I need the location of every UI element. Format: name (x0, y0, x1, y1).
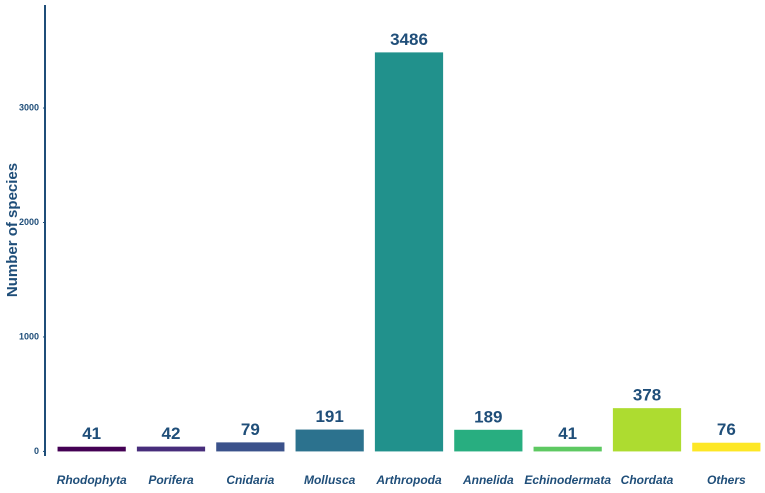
y-axis-title: Number of species (4, 163, 21, 297)
x-tick-label: Chordata (621, 473, 674, 487)
x-tick-label: Others (707, 473, 746, 487)
value-label: 41 (82, 424, 101, 443)
value-label: 76 (717, 420, 736, 439)
value-label: 41 (558, 424, 577, 443)
bar (692, 442, 761, 452)
y-tick-label: 1000 (19, 331, 39, 341)
bar (136, 446, 206, 452)
x-tick-label: Porifera (148, 473, 194, 487)
value-label: 189 (474, 407, 502, 426)
x-tick-label: Rhodophyta (57, 473, 127, 487)
y-tick-label: 3000 (19, 102, 39, 112)
value-label: 378 (633, 386, 661, 405)
bar (57, 446, 126, 452)
value-label: 3486 (390, 30, 428, 49)
value-label: 79 (241, 420, 260, 439)
bar (454, 429, 523, 452)
y-tick-label: 2000 (19, 217, 39, 227)
value-label: 191 (315, 407, 343, 426)
x-tick-label: Mollusca (304, 473, 356, 487)
bar (295, 429, 364, 452)
bar (374, 52, 444, 452)
bar (612, 408, 682, 452)
y-tick-label: 0 (34, 446, 39, 456)
x-tick-label: Arthropoda (375, 473, 442, 487)
x-tick-label: Echinodermata (524, 473, 611, 487)
value-label: 42 (162, 424, 181, 443)
bar (216, 442, 285, 452)
x-tick-label: Annelida (462, 473, 514, 487)
bar (533, 446, 602, 452)
x-tick-label: Cnidaria (226, 473, 274, 487)
